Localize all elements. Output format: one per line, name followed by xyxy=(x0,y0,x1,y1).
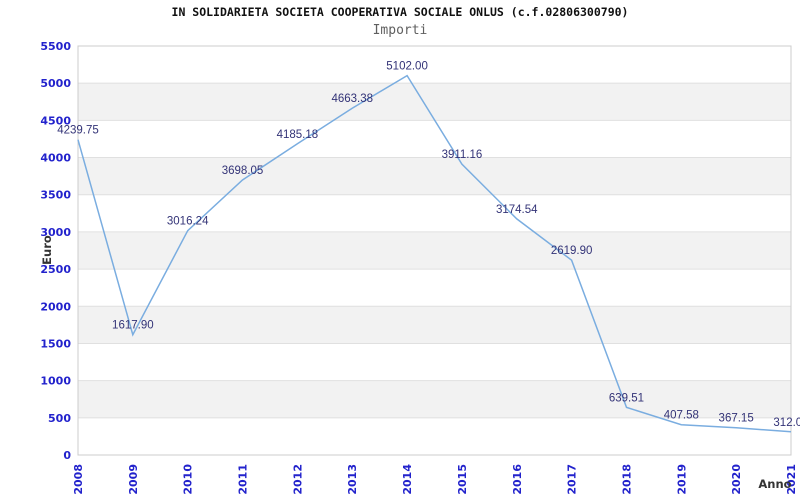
y-tick-label: 1000 xyxy=(40,375,71,388)
x-tick-label: 2010 xyxy=(182,464,195,495)
x-tick-label: 2013 xyxy=(346,464,359,495)
y-tick-label: 5500 xyxy=(40,40,71,53)
chart-title: IN SOLIDARIETA SOCIETA COOPERATIVA SOCIA… xyxy=(171,5,629,19)
y-tick-label: 500 xyxy=(48,412,71,425)
data-point-label: 5102.00 xyxy=(386,61,428,73)
y-tick-label: 1500 xyxy=(40,337,71,350)
y-axis-tick-labels: 0 500 1000 1500 2000 2500 3000 3500 4000 4500 5000… xyxy=(40,40,71,462)
band xyxy=(78,83,791,121)
x-tick-label: 2015 xyxy=(456,464,469,495)
x-tick-label: 2012 xyxy=(291,464,304,495)
y-tick-label: 3500 xyxy=(40,189,71,202)
band xyxy=(78,231,791,270)
data-point-label: 4239.75 xyxy=(57,125,99,137)
data-point-label: 3174.54 xyxy=(496,204,538,216)
y-tick-label: 0 xyxy=(63,449,71,462)
plot-bands xyxy=(78,83,791,418)
x-axis-title: Anno xyxy=(758,477,791,491)
band xyxy=(78,380,791,418)
y-tick-label: 4000 xyxy=(40,152,71,165)
data-point-label: 367.15 xyxy=(719,413,754,425)
y-tick-label: 2500 xyxy=(40,263,71,276)
data-line xyxy=(77,74,792,433)
data-point-label: 3698.05 xyxy=(222,165,264,177)
x-tick-label: 2011 xyxy=(237,464,250,495)
y-tick-label: 4500 xyxy=(40,114,71,127)
band xyxy=(78,306,791,344)
data-point-label: 639.51 xyxy=(609,392,644,404)
x-tick-label: 2016 xyxy=(511,464,524,495)
series-line xyxy=(77,74,792,433)
data-point-label: 3016.24 xyxy=(167,216,209,228)
data-point-label: 312.00 xyxy=(773,417,800,429)
y-axis-title: Euro xyxy=(40,235,54,265)
y-tick-label: 3000 xyxy=(40,226,71,239)
x-tick-label: 2008 xyxy=(72,464,85,495)
y-tick-label: 2000 xyxy=(40,300,71,313)
y-tick-label: 5000 xyxy=(40,77,71,90)
data-point-labels: 4239.75 1617.90 3016.24 3698.05 4185.18 4663.… xyxy=(57,61,800,429)
x-tick-label: 2020 xyxy=(730,464,743,495)
x-axis-tick-labels: 2008 2009 2010 2011 2012 2013 2014 2015 2016 2017… xyxy=(72,464,798,495)
data-point-label: 2619.90 xyxy=(551,245,593,257)
plot-border xyxy=(77,45,792,456)
x-tick-label: 2017 xyxy=(566,464,579,495)
x-tick-label: 2021 xyxy=(785,464,798,495)
chart-subtitle: Importi xyxy=(372,23,428,38)
data-point-label: 4185.18 xyxy=(277,129,319,141)
data-point-label: 407.58 xyxy=(664,410,699,422)
x-tick-label: 2019 xyxy=(675,464,688,495)
band xyxy=(78,157,791,195)
x-tick-label: 2014 xyxy=(401,464,414,495)
x-tick-label: 2009 xyxy=(127,464,140,495)
x-tick-label: 2018 xyxy=(620,464,633,495)
data-point-label: 4663.38 xyxy=(331,93,373,105)
data-point-label: 1617.90 xyxy=(112,320,154,332)
data-point-label: 3911.16 xyxy=(442,149,483,161)
